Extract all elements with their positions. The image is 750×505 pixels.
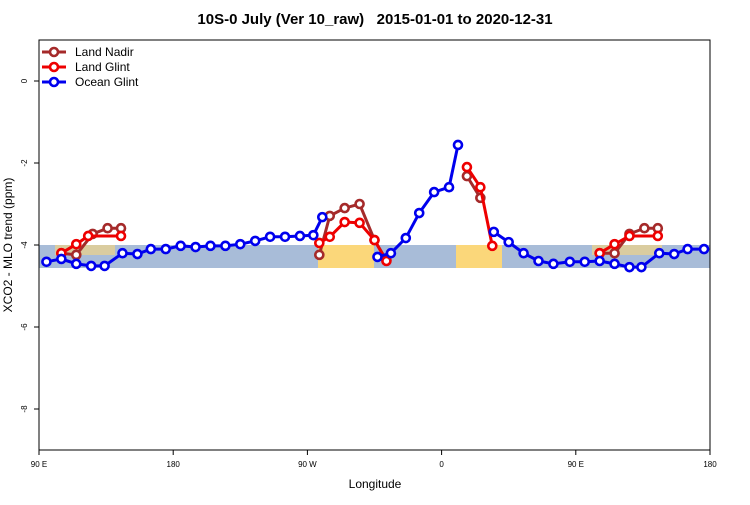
data-point [70, 258, 82, 270]
land-band [318, 245, 374, 268]
data-point [636, 261, 647, 273]
x-tick-label: 90 E [31, 460, 47, 469]
data-point [443, 181, 455, 193]
series-line [60, 166, 658, 262]
land-band [55, 245, 115, 255]
y-axis-label: XCO2 - MLO trend (ppm) [1, 178, 15, 313]
data-point [220, 240, 231, 252]
data-point [475, 181, 486, 193]
data-point [317, 211, 328, 223]
data-point [205, 240, 216, 252]
data-point [117, 247, 128, 259]
data-point [698, 243, 710, 255]
data-point [518, 247, 529, 259]
legend-label: Ocean Glint [75, 75, 139, 89]
data-point [579, 256, 591, 268]
plot-area: 90 E 180 90 W 0 90 E 180 0 -2 -4 -6 -8 [20, 78, 717, 469]
x-tick-label: 0 [439, 460, 444, 469]
data-point [609, 258, 620, 270]
data-point [279, 231, 291, 243]
data-point [654, 247, 665, 259]
data-point [624, 261, 635, 273]
data-point [339, 216, 350, 228]
data-point [314, 249, 325, 261]
data-point [324, 231, 336, 243]
x-tick-label: 90 W [298, 460, 317, 469]
data-point [264, 231, 276, 243]
data-point [175, 240, 186, 252]
data-point [308, 229, 319, 241]
data-point [452, 139, 464, 151]
data-point [56, 253, 67, 265]
data-point [486, 240, 498, 252]
data-point [624, 230, 635, 242]
y-tick-label: -6 [20, 323, 29, 331]
y-tick-label: -2 [20, 159, 29, 167]
data-point [385, 247, 397, 259]
data-point [314, 237, 325, 249]
data-point [70, 249, 82, 261]
data-point [594, 255, 605, 267]
data-point [294, 230, 306, 242]
land-band [592, 245, 662, 255]
data-point [533, 255, 544, 267]
y-tick-label: -8 [20, 405, 29, 413]
data-point [668, 248, 680, 260]
data-point [400, 232, 412, 244]
data-point [413, 207, 425, 219]
data-point [160, 243, 172, 255]
data-point [354, 217, 365, 229]
data-point [639, 222, 650, 234]
data-point [235, 238, 246, 250]
chart-title: 10S-0 July (Ver 10_raw) 2015-01-01 to 20… [197, 11, 552, 28]
data-point [102, 222, 113, 234]
data-point [381, 255, 392, 267]
data-point [99, 260, 110, 272]
legend-label: Land Glint [75, 60, 130, 74]
y-tick-label: -4 [20, 241, 29, 249]
x-tick-label: 180 [703, 460, 717, 469]
data-point [372, 251, 383, 263]
legend-marker [48, 76, 60, 88]
data-point [70, 238, 82, 250]
y-tick-label: 0 [20, 78, 29, 83]
x-axis-label: Longitude [349, 477, 402, 491]
data-point [41, 256, 52, 268]
data-point [249, 235, 261, 247]
data-point [682, 243, 693, 255]
data-point [428, 186, 440, 198]
data-point [85, 260, 97, 272]
data-point [461, 161, 473, 173]
data-point [564, 256, 576, 268]
data-point [82, 230, 94, 242]
legend-marker [48, 46, 60, 58]
data-point [503, 236, 515, 248]
legend-label: Land Nadir [75, 45, 134, 59]
x-tick-label: 90 E [568, 460, 584, 469]
legend-marker [48, 61, 60, 73]
data-point [609, 247, 620, 259]
data-point [190, 241, 201, 253]
data-point [652, 230, 664, 242]
data-point [145, 243, 157, 255]
data-point [115, 230, 127, 242]
data-point [339, 202, 350, 214]
x-tick-label: 180 [167, 460, 181, 469]
data-point [354, 198, 365, 210]
data-point [488, 226, 500, 238]
data-point [548, 258, 559, 270]
data-point [609, 238, 620, 250]
data-point [132, 248, 143, 260]
data-point [369, 234, 380, 246]
